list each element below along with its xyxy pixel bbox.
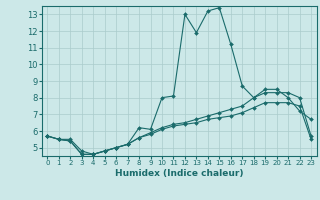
X-axis label: Humidex (Indice chaleur): Humidex (Indice chaleur) — [115, 169, 244, 178]
